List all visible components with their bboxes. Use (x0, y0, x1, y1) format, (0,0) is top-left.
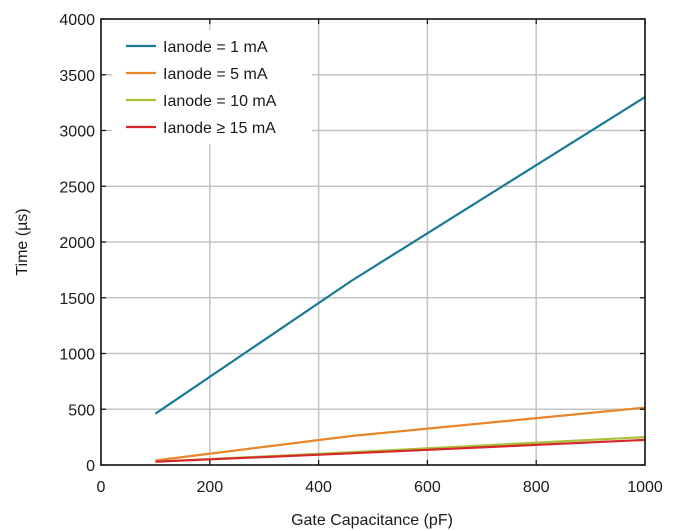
x-tick-label: 200 (196, 479, 223, 496)
series-line-4 (155, 438, 646, 463)
legend: Ianode = 1 mA Ianode = 5 mA Ianode = 10 mA… (112, 30, 312, 144)
series-line-2 (155, 406, 646, 462)
series-line-1 (154, 96, 646, 415)
y-tick-label: 2000 (59, 235, 95, 252)
y-tick-label: 0 (86, 458, 95, 475)
x-tick-label: 0 (97, 479, 106, 496)
legend-label-4: Ianode ≥ 15 mA (163, 120, 276, 137)
x-tick-label: 1000 (627, 479, 663, 496)
y-tick-label: 1500 (59, 291, 95, 308)
y-tick-label: 4000 (59, 12, 95, 29)
y-tick-label: 3000 (59, 124, 95, 141)
x-tick-label: 600 (414, 479, 441, 496)
x-axis-title: Gate Capacitance (pF) (291, 512, 453, 529)
x-tick-label: 400 (305, 479, 332, 496)
y-axis-title: Time (µs) (14, 208, 31, 275)
x-tick-label: 800 (523, 479, 550, 496)
y-tick-label: 500 (68, 402, 95, 419)
y-tick-label: 1000 (59, 347, 95, 364)
y-tick-label: 3500 (59, 68, 95, 85)
legend-background (112, 30, 312, 144)
axis-ticks: 0 200 400 600 800 1000 0 500 1000 1500 2000 2500 300… (59, 12, 662, 496)
legend-label-3: Ianode = 10 mA (163, 93, 277, 110)
series-lines (154, 96, 646, 463)
legend-label-2: Ianode = 5 mA (163, 66, 268, 83)
legend-label-1: Ianode = 1 mA (163, 39, 268, 56)
y-tick-label: 2500 (59, 179, 95, 196)
